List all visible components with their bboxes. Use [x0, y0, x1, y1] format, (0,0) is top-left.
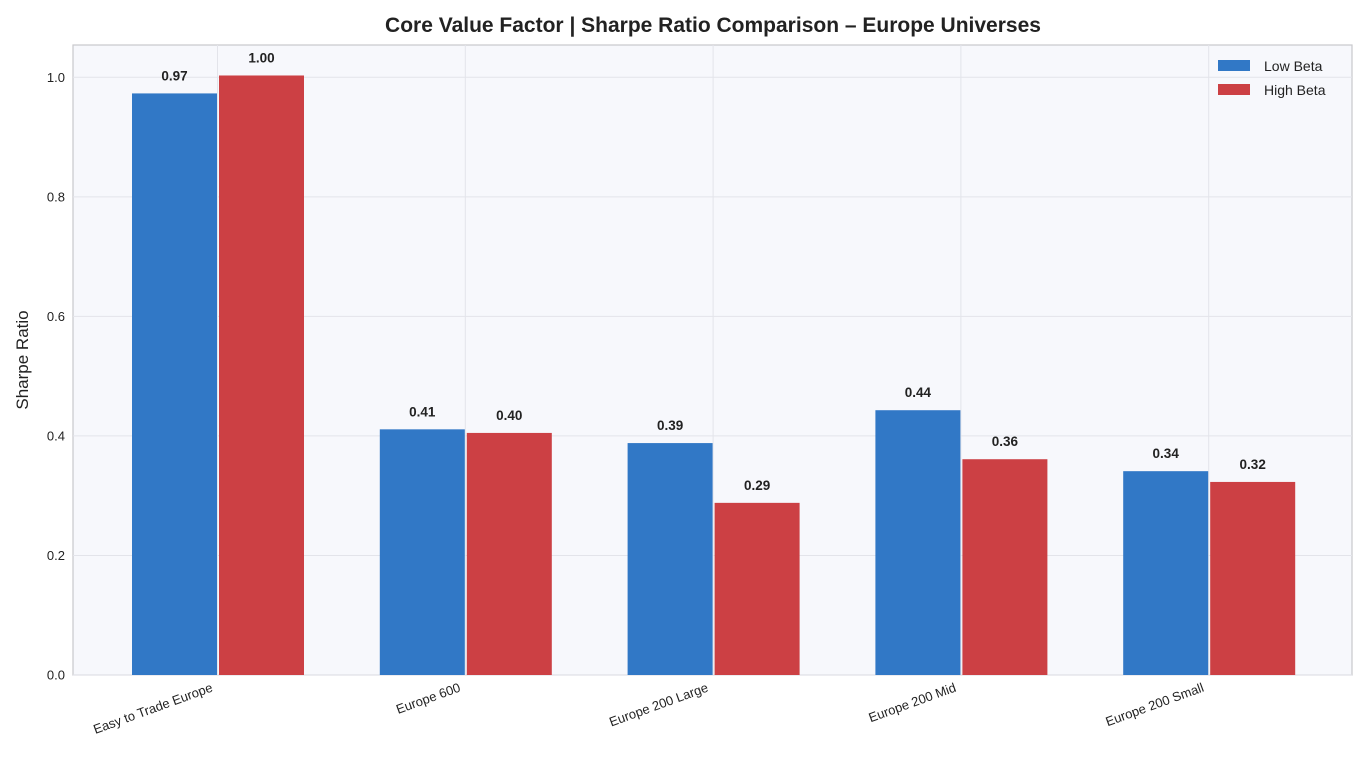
data-label: 0.40 [496, 408, 522, 423]
chart-title: Core Value Factor | Sharpe Ratio Compari… [385, 14, 1041, 37]
y-tick-label: 0.8 [47, 189, 65, 204]
x-tick-label: Europe 200 Large [607, 680, 710, 730]
x-tick-label: Europe 200 Mid [867, 680, 958, 725]
data-label: 0.44 [905, 385, 932, 400]
data-label: 0.97 [161, 68, 187, 83]
y-tick-label: 0.0 [47, 668, 65, 683]
bar-low-beta [875, 410, 961, 675]
x-tick-label: Easy to Trade Europe [91, 680, 214, 737]
legend-label: High Beta [1264, 82, 1326, 98]
bar-low-beta [379, 429, 465, 675]
x-axis: Easy to Trade Europe Europe 600 Europe 200… [91, 680, 1206, 737]
legend-swatch [1218, 60, 1250, 71]
data-label: 0.29 [744, 478, 770, 493]
data-label: 0.36 [992, 434, 1019, 449]
y-axis-label: Sharpe Ratio [13, 310, 32, 409]
data-label: 0.34 [1153, 446, 1180, 461]
legend: Low Beta High Beta [1218, 58, 1326, 98]
data-label: 1.00 [248, 50, 274, 65]
bar-low-beta [627, 443, 713, 675]
bar-low-beta [132, 93, 217, 676]
x-tick-label: Europe 200 Small [1103, 680, 1205, 729]
legend-label: Low Beta [1264, 58, 1323, 74]
legend-swatch [1218, 84, 1250, 95]
bar-high-beta [714, 502, 800, 675]
bar-low-beta [1123, 471, 1209, 675]
data-label: 0.39 [657, 418, 683, 433]
y-tick-label: 0.2 [47, 548, 65, 563]
data-label: 0.41 [409, 404, 436, 419]
y-tick-label: 1.0 [47, 70, 65, 85]
y-axis: 0.0 0.2 0.4 0.6 0.8 1.0 [47, 70, 65, 683]
bar-high-beta [1210, 481, 1296, 675]
data-label: 0.32 [1240, 457, 1266, 472]
y-tick-label: 0.6 [47, 309, 65, 324]
y-tick-label: 0.4 [47, 428, 65, 443]
bar-high-beta [466, 432, 552, 675]
bar-high-beta [219, 75, 304, 675]
x-tick-label: Europe 600 [394, 680, 462, 717]
bar-high-beta [962, 459, 1048, 675]
bars: 0.97 1.00 0.41 0.40 0.39 0.29 0.44 0.36 0.34 0.32 [132, 50, 1296, 676]
